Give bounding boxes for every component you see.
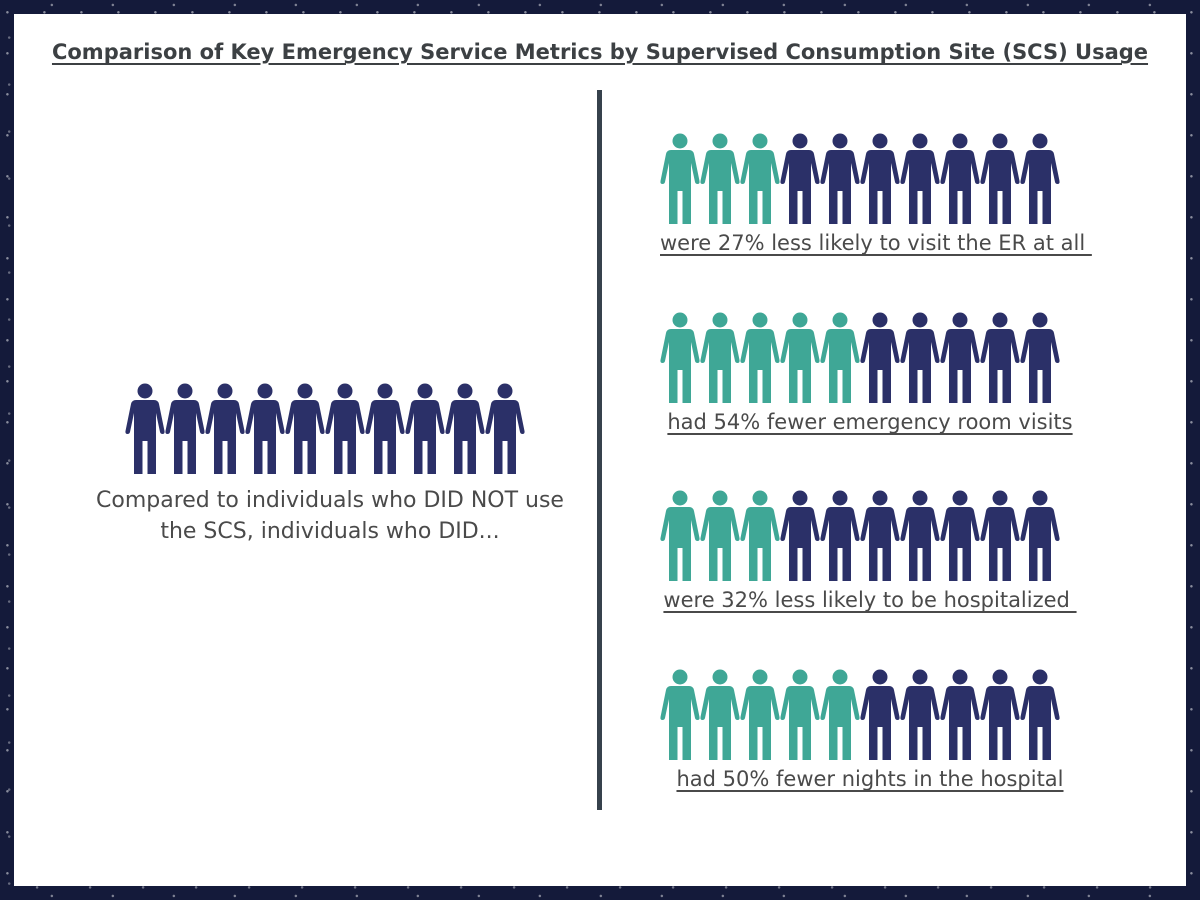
person-icon [820,669,860,760]
metric-people-row [660,133,1080,225]
metric-hospital-nights: had 50% fewer nights in the hospital [660,669,1080,791]
person-icon [780,312,820,403]
person-icon [900,669,940,760]
metric-er-visits: had 54% fewer emergency room visits [660,312,1080,434]
person-icon [1020,312,1060,403]
person-icon [780,669,820,760]
person-icon [860,312,900,403]
person-icon [700,133,740,224]
person-icon [940,490,980,581]
metric-people-row [660,669,1080,761]
person-icon [860,133,900,224]
person-icon [980,133,1020,224]
person-icon [285,383,325,474]
person-icon [900,133,940,224]
person-icon [860,669,900,760]
caption-line-2: the SCS, individuals who DID... [160,519,500,544]
person-icon [445,383,485,474]
person-icon [820,312,860,403]
person-icon [940,669,980,760]
person-icon [165,383,205,474]
metric-people-row [660,312,1080,404]
person-icon [780,490,820,581]
person-icon [245,383,285,474]
person-icon [940,312,980,403]
person-icon [980,490,1020,581]
comparison-people-row [125,383,525,475]
vertical-divider [597,90,602,810]
person-icon [405,383,445,474]
metric-er-likelihood: were 27% less likely to visit the ER at … [660,133,1092,255]
metric-label: had 50% fewer nights in the hospital [676,767,1064,791]
person-icon [740,669,780,760]
person-icon [740,312,780,403]
person-icon [660,490,700,581]
person-icon [700,490,740,581]
person-icon [1020,669,1060,760]
person-icon [740,133,780,224]
person-icon [740,490,780,581]
person-icon [205,383,245,474]
person-icon [485,383,525,474]
page-title: Comparison of Key Emergency Service Metr… [51,40,1149,64]
person-icon [940,133,980,224]
person-icon [900,312,940,403]
person-icon [325,383,365,474]
person-icon [820,133,860,224]
person-icon [660,669,700,760]
person-icon [780,133,820,224]
metric-label: were 27% less likely to visit the ER at … [660,231,1092,255]
person-icon [980,312,1020,403]
person-icon [660,312,700,403]
person-icon [900,490,940,581]
person-icon [1020,490,1060,581]
metric-hospitalization: were 32% less likely to be hospitalized [660,490,1080,612]
comparison-caption: Compared to individuals who DID NOT use … [70,485,590,547]
person-icon [660,133,700,224]
person-icon [700,312,740,403]
person-icon [1020,133,1060,224]
caption-line-1: Compared to individuals who DID NOT use [96,488,564,513]
person-icon [860,490,900,581]
person-icon [700,669,740,760]
metric-label: were 32% less likely to be hospitalized [663,588,1077,612]
metric-label: had 54% fewer emergency room visits [667,410,1073,434]
person-icon [820,490,860,581]
metric-people-row [660,490,1080,582]
person-icon [365,383,405,474]
person-icon [125,383,165,474]
person-icon [980,669,1020,760]
